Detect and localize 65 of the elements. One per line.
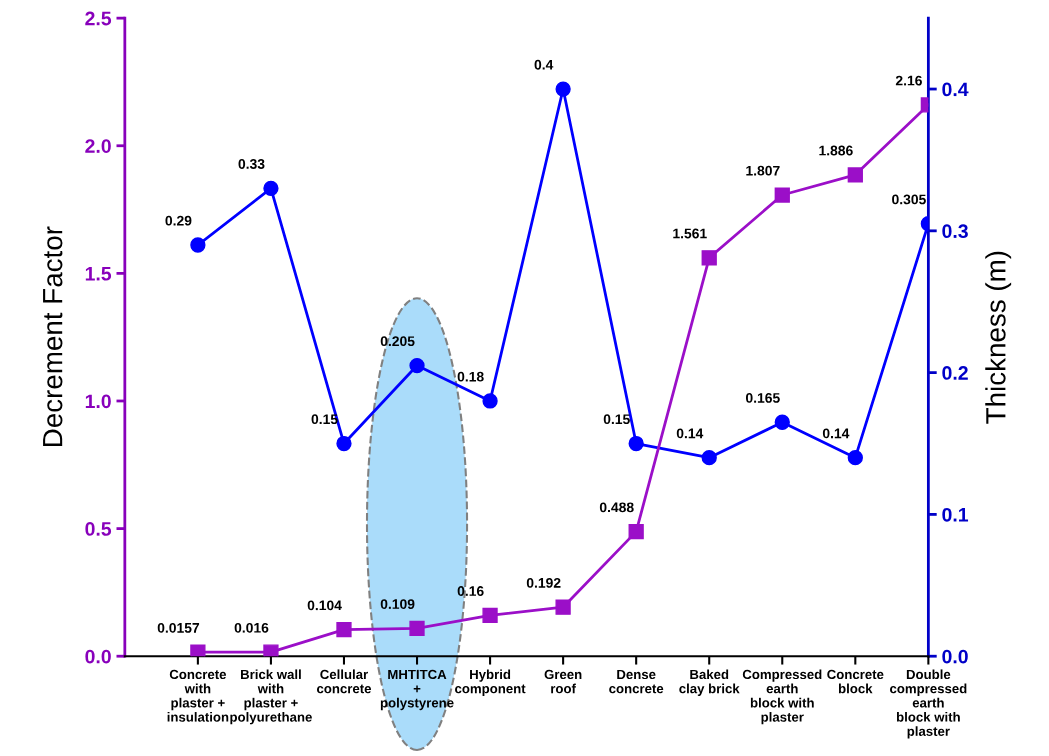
- data-label: 0.18: [457, 371, 484, 382]
- data-label: 1.886: [819, 145, 853, 156]
- y2-tick-label: 0.3: [942, 224, 968, 239]
- x-tick-label: Dense concrete: [609, 669, 664, 694]
- data-label: 0.14: [822, 428, 850, 439]
- data-label: 0.109: [380, 599, 415, 609]
- y-tick-label: 1.5: [85, 267, 112, 281]
- data-label: 0.29: [165, 215, 192, 226]
- x-tick-label: Concrete block: [827, 669, 884, 694]
- point: [774, 414, 790, 430]
- x-tick-label: Brick wall with plaster + polyurethane: [230, 669, 312, 725]
- data-label: 0.192: [526, 577, 561, 588]
- point: [847, 450, 863, 466]
- data-label: 0.165: [746, 393, 780, 403]
- data-label: 0.4: [534, 59, 554, 70]
- point: [263, 644, 279, 657]
- data-label: 0.0157: [157, 622, 200, 633]
- x-tick-label: Concrete with plaster + insulation: [167, 669, 229, 722]
- data-label: 0.104: [307, 600, 342, 611]
- point: [482, 607, 498, 624]
- data-label: 2.16: [895, 75, 922, 86]
- point: [409, 357, 425, 374]
- point: [701, 250, 717, 266]
- point: [263, 180, 279, 196]
- x-tick-label: Compressed earth block with plaster: [742, 669, 822, 725]
- data-label: 0.016: [234, 622, 269, 633]
- y-axis-title: Decrement Factor: [43, 226, 63, 447]
- point: [701, 450, 717, 466]
- point: [482, 393, 498, 409]
- point: [555, 599, 571, 615]
- y-tick-label: 2.5: [85, 11, 112, 26]
- point: [336, 622, 352, 638]
- x-tick-label: Cellular concrete: [316, 669, 372, 694]
- point: [555, 81, 571, 97]
- y2-tick-label: 0.1: [942, 507, 969, 522]
- point: [628, 524, 644, 540]
- data-label: 1.561: [673, 228, 707, 239]
- data-label: 0.16: [457, 586, 484, 596]
- x-tick-label: Baked clay brick: [679, 669, 740, 696]
- y2-tick-label: 0.4: [942, 82, 969, 97]
- point: [628, 435, 644, 452]
- x-tick-label: MHTITCA + polystyrene: [380, 669, 454, 711]
- point: [190, 237, 206, 253]
- data-label: 1.807: [746, 165, 780, 176]
- point: [409, 620, 425, 637]
- y2-tick-label: 0.2: [942, 366, 968, 380]
- data-label: 0.305: [892, 194, 926, 205]
- y-tick-label: 2.0: [85, 139, 111, 153]
- y-tick-label: 0.0: [85, 649, 111, 664]
- y-tick-label: 1.0: [85, 394, 111, 409]
- x-tick-label: Green roof: [544, 669, 582, 694]
- y-tick-label: 0.5: [85, 522, 112, 536]
- x-tick-label: Hybrid component: [455, 669, 526, 696]
- point: [336, 435, 352, 452]
- point: [774, 187, 790, 203]
- data-label: 0.488: [599, 502, 634, 513]
- data-label: 0.205: [380, 336, 415, 347]
- data-label: 0.33: [238, 159, 265, 169]
- data-label: 0.14: [676, 428, 704, 439]
- point: [847, 167, 863, 183]
- y2-axis-title: Thickness (m): [985, 251, 1012, 424]
- data-label: 0.15: [603, 414, 630, 425]
- point: [190, 644, 206, 657]
- y2-tick-label: 0.0: [942, 649, 968, 664]
- x-tick-label: Double compressed earth block with plaster: [890, 669, 967, 739]
